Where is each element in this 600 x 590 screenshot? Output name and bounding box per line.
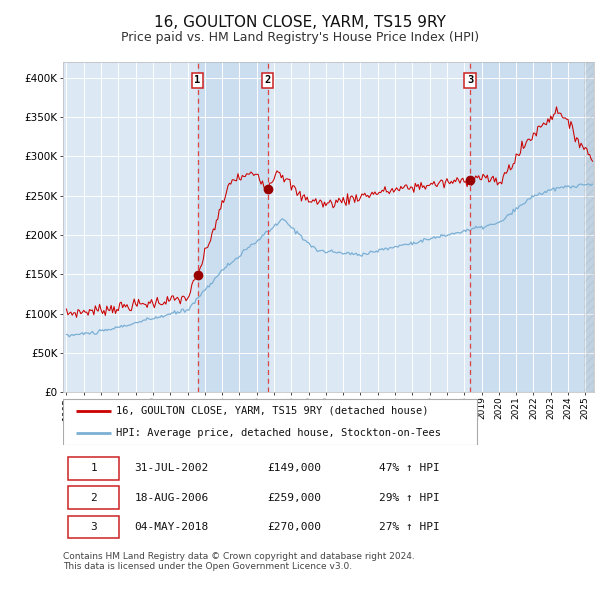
Text: 2: 2	[265, 75, 271, 85]
Text: 04-MAY-2018: 04-MAY-2018	[134, 522, 209, 532]
Text: 3: 3	[91, 522, 97, 532]
Text: 31-JUL-2002: 31-JUL-2002	[134, 463, 209, 473]
FancyBboxPatch shape	[68, 486, 119, 509]
Bar	[197, 62, 268, 392]
Text: 47% ↑ HPI: 47% ↑ HPI	[379, 463, 440, 473]
Text: £259,000: £259,000	[268, 493, 322, 503]
Text: £270,000: £270,000	[268, 522, 322, 532]
Text: Contains HM Land Registry data © Crown copyright and database right 2024.
This d: Contains HM Land Registry data © Crown c…	[63, 552, 415, 571]
Text: HPI: Average price, detached house, Stockton-on-Tees: HPI: Average price, detached house, Stoc…	[116, 428, 441, 438]
Text: 29% ↑ HPI: 29% ↑ HPI	[379, 493, 440, 503]
Text: 2: 2	[91, 493, 97, 503]
FancyBboxPatch shape	[68, 516, 119, 538]
Text: 27% ↑ HPI: 27% ↑ HPI	[379, 522, 440, 532]
FancyBboxPatch shape	[68, 457, 119, 480]
Text: £149,000: £149,000	[268, 463, 322, 473]
FancyBboxPatch shape	[63, 399, 477, 444]
Text: 18-AUG-2006: 18-AUG-2006	[134, 493, 209, 503]
Bar	[470, 62, 594, 392]
Text: 3: 3	[467, 75, 473, 85]
Text: 1: 1	[194, 75, 200, 85]
Text: 1: 1	[91, 463, 97, 473]
Text: 16, GOULTON CLOSE, YARM, TS15 9RY: 16, GOULTON CLOSE, YARM, TS15 9RY	[154, 15, 446, 30]
Text: 16, GOULTON CLOSE, YARM, TS15 9RY (detached house): 16, GOULTON CLOSE, YARM, TS15 9RY (detac…	[116, 406, 428, 416]
Text: Price paid vs. HM Land Registry's House Price Index (HPI): Price paid vs. HM Land Registry's House …	[121, 31, 479, 44]
